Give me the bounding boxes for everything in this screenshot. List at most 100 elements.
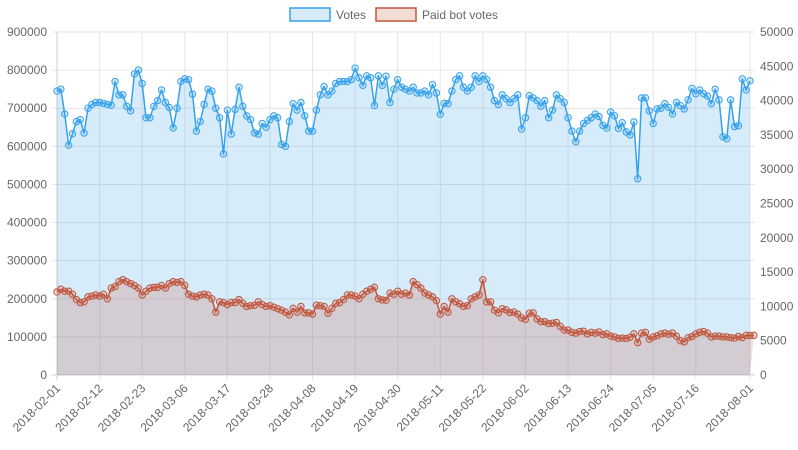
data-point-votes <box>699 90 708 98</box>
data-point-paid-bot-votes <box>417 284 425 292</box>
data-point-votes <box>146 114 154 122</box>
data-point-votes <box>486 83 495 91</box>
y-left-tick-label: 700000 <box>7 101 47 115</box>
data-point-votes <box>444 99 452 108</box>
data-point-votes <box>231 105 239 114</box>
data-point-votes <box>610 112 619 120</box>
data-point-votes <box>680 105 688 113</box>
data-point-votes <box>483 75 491 84</box>
data-point-paid-bot-votes <box>57 285 65 293</box>
data-point-votes <box>119 91 127 99</box>
data-point-votes <box>115 91 123 99</box>
data-point-paid-bot-votes <box>153 283 162 292</box>
data-point-votes <box>246 115 255 124</box>
data-point-votes <box>630 118 638 126</box>
y-right-tick-label: 30000 <box>760 162 794 176</box>
data-point-votes <box>514 91 522 99</box>
data-point-votes <box>436 110 444 119</box>
y-right-tick-label: 40000 <box>760 94 794 108</box>
data-point-paid-bot-votes <box>401 289 410 297</box>
data-point-votes <box>111 77 119 86</box>
data-point-paid-bot-votes <box>672 332 681 340</box>
data-point-votes <box>548 106 557 114</box>
y-right-tick-label: 50000 <box>760 25 794 39</box>
data-point-paid-bot-votes <box>266 301 274 310</box>
legend-item-votes[interactable]: Votes <box>289 7 366 22</box>
data-point-votes <box>235 83 243 91</box>
data-point-paid-bot-votes <box>424 291 433 299</box>
data-point-votes <box>122 102 131 111</box>
y-left-tick-label: 800000 <box>7 63 47 77</box>
data-point-votes <box>560 98 568 107</box>
data-point-votes <box>355 74 363 82</box>
data-point-votes <box>142 114 150 122</box>
data-point-votes <box>533 96 541 105</box>
data-point-votes <box>270 112 278 120</box>
data-point-paid-bot-votes <box>645 335 654 343</box>
data-point-votes <box>467 83 475 91</box>
data-point-votes <box>688 84 696 93</box>
data-point-votes <box>665 103 673 112</box>
data-point-paid-bot-votes <box>711 332 719 340</box>
x-tick-label: 2018-08-01 <box>703 381 757 435</box>
data-point-votes <box>200 100 208 109</box>
data-point-paid-bot-votes <box>126 279 135 288</box>
data-point-paid-bot-votes <box>475 291 483 299</box>
legend-item-paid-bot-votes[interactable]: Paid bot votes <box>375 7 498 22</box>
data-point-paid-bot-votes <box>641 328 650 337</box>
data-point-votes <box>359 81 367 90</box>
data-point-paid-bot-votes <box>355 295 363 303</box>
data-point-votes <box>525 91 534 100</box>
data-point-paid-bot-votes <box>227 298 235 307</box>
data-point-paid-bot-votes <box>746 331 754 340</box>
data-point-votes <box>184 75 193 84</box>
data-point-votes <box>219 150 228 158</box>
data-point-votes <box>188 90 197 98</box>
data-point-votes <box>215 114 224 122</box>
y-right-tick-label: 25000 <box>760 197 794 211</box>
y-right-tick-label: 5000 <box>760 334 787 348</box>
y-axis-right-tick-labels: 0 5000 10000 15000 20000 25000 30000 35000 40000… <box>760 25 794 382</box>
data-point-paid-bot-votes <box>363 287 371 295</box>
data-point-paid-bot-votes <box>719 333 727 341</box>
data-point-votes <box>471 72 479 80</box>
data-point-paid-bot-votes <box>479 276 487 284</box>
data-point-paid-bot-votes <box>150 283 158 292</box>
data-point-votes <box>386 98 394 107</box>
data-point-paid-bot-votes <box>692 330 700 338</box>
data-point-votes <box>335 77 344 86</box>
data-point-paid-bot-votes <box>537 317 545 326</box>
data-point-votes <box>53 87 61 95</box>
data-point-paid-bot-votes <box>223 300 232 309</box>
data-point-votes <box>126 107 135 115</box>
data-point-votes <box>374 72 383 80</box>
data-point-paid-bot-votes <box>339 295 348 304</box>
data-point-paid-bot-votes <box>208 295 216 303</box>
legend-swatch-votes <box>289 7 331 22</box>
data-point-paid-bot-votes <box>80 298 88 306</box>
data-point-paid-bot-votes <box>634 338 642 347</box>
y-right-tick-label: 20000 <box>760 231 794 245</box>
data-point-votes <box>262 123 270 131</box>
data-point-votes <box>88 100 96 109</box>
y-right-tick-label: 45000 <box>760 59 794 73</box>
data-point-votes <box>289 99 297 108</box>
data-point-paid-bot-votes <box>517 314 526 322</box>
data-point-paid-bot-votes <box>181 281 189 290</box>
y-left-tick-label: 200000 <box>7 292 47 306</box>
data-point-votes <box>366 74 375 82</box>
data-point-votes <box>332 79 340 88</box>
data-point-votes <box>618 119 626 127</box>
data-point-votes <box>277 140 286 149</box>
data-point-paid-bot-votes <box>297 302 305 311</box>
data-points <box>53 64 758 347</box>
y-left-tick-label: 600000 <box>7 139 47 153</box>
data-point-votes <box>57 85 65 93</box>
data-point-votes <box>707 99 715 108</box>
data-point-votes <box>537 102 545 111</box>
data-point-votes <box>254 130 263 138</box>
data-point-votes <box>723 135 731 143</box>
data-point-paid-bot-votes <box>440 302 448 311</box>
data-point-votes <box>169 124 177 132</box>
data-point-votes <box>363 72 371 80</box>
